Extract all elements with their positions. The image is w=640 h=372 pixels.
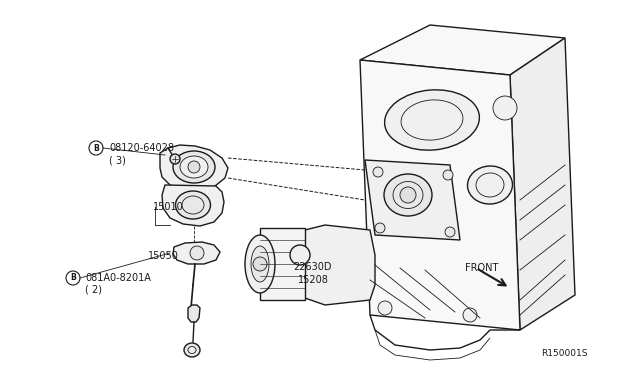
Polygon shape — [360, 60, 520, 330]
Circle shape — [373, 167, 383, 177]
Text: 15050: 15050 — [148, 251, 179, 261]
Text: B: B — [70, 273, 76, 282]
Text: R150001S: R150001S — [541, 349, 588, 358]
Text: FRONT: FRONT — [465, 263, 499, 273]
Text: B: B — [93, 144, 99, 153]
Ellipse shape — [245, 235, 275, 293]
Circle shape — [445, 227, 455, 237]
Text: 15010: 15010 — [153, 202, 184, 212]
Ellipse shape — [467, 166, 513, 204]
Text: 22630D: 22630D — [293, 262, 332, 272]
Circle shape — [378, 301, 392, 315]
Circle shape — [66, 271, 80, 285]
Circle shape — [400, 187, 416, 203]
Polygon shape — [160, 145, 228, 190]
Text: ( 2): ( 2) — [85, 285, 102, 295]
Circle shape — [290, 245, 310, 265]
Circle shape — [463, 308, 477, 322]
Ellipse shape — [175, 191, 211, 219]
Polygon shape — [173, 242, 220, 264]
Polygon shape — [188, 305, 200, 322]
Circle shape — [375, 223, 385, 233]
Ellipse shape — [188, 346, 196, 353]
Text: 081A0-8201A: 081A0-8201A — [85, 273, 151, 283]
Circle shape — [443, 170, 453, 180]
Ellipse shape — [251, 246, 269, 282]
Ellipse shape — [180, 156, 208, 178]
Text: ( 3): ( 3) — [109, 155, 126, 165]
Ellipse shape — [184, 343, 200, 357]
Text: 15208: 15208 — [298, 275, 329, 285]
Polygon shape — [510, 38, 575, 330]
Ellipse shape — [173, 151, 215, 183]
Circle shape — [253, 257, 267, 271]
Circle shape — [190, 246, 204, 260]
Ellipse shape — [384, 174, 432, 216]
Polygon shape — [260, 228, 305, 300]
Polygon shape — [360, 25, 565, 75]
Circle shape — [188, 161, 200, 173]
Circle shape — [89, 141, 103, 155]
Polygon shape — [305, 225, 375, 305]
Polygon shape — [365, 160, 460, 240]
Polygon shape — [162, 185, 224, 226]
Ellipse shape — [385, 90, 479, 150]
Circle shape — [170, 154, 180, 164]
Circle shape — [493, 96, 517, 120]
Text: 08120-64028: 08120-64028 — [109, 143, 174, 153]
